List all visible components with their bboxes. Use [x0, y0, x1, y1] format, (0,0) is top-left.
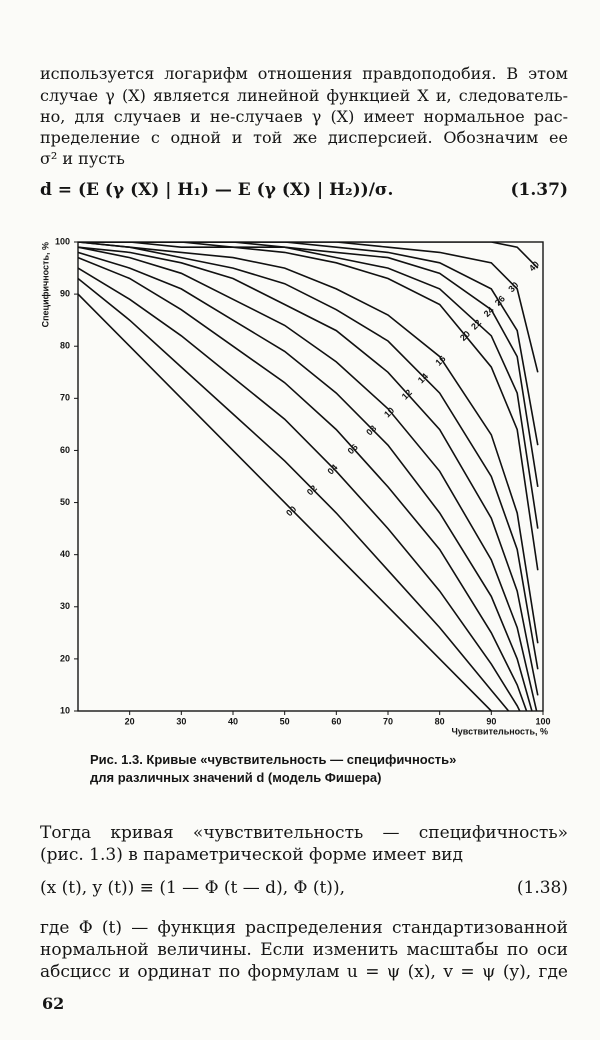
equation-number: (1.38)	[516, 878, 568, 898]
curve-label: 24	[482, 305, 496, 319]
curve	[78, 242, 539, 529]
curve-label: 12	[400, 387, 414, 401]
equation: (x (t), y (t)) ≡ (1 — Φ (t — d), Φ (t)),…	[40, 878, 568, 898]
equation: d = (E (γ (X) | H₁) — E (γ (X) | H₂))/σ.…	[40, 180, 568, 200]
curve	[78, 242, 539, 644]
x-tick-label: 70	[383, 716, 393, 726]
y-tick-label: 70	[60, 393, 70, 403]
text-line: где Φ (t) — функция распределения станда…	[40, 918, 568, 938]
curve-label: 04	[325, 462, 339, 476]
text-line: (рис. 1.3) в параметрической форме имеет…	[40, 845, 463, 865]
equation-formula: (x (t), y (t)) ≡ (1 — Φ (t — d), Φ (t)),	[40, 878, 345, 898]
curve-label: 40	[527, 259, 541, 273]
curve	[78, 242, 539, 373]
curve	[78, 251, 533, 711]
curve-label: 20	[458, 329, 472, 343]
y-tick-label: 10	[60, 705, 70, 715]
y-tick-label: 50	[60, 497, 70, 507]
y-tick-label: 30	[60, 601, 70, 611]
page-number: 62	[42, 994, 65, 1013]
x-tick-label: 20	[125, 716, 135, 726]
curve	[78, 242, 539, 269]
curve-label: 30	[506, 280, 520, 294]
curves	[78, 242, 539, 711]
text-line: случае γ (X) является линейной функцией …	[40, 86, 568, 105]
y-tick-label: 80	[60, 341, 70, 351]
curve	[78, 246, 539, 696]
curve	[78, 267, 521, 711]
curve-label: 14	[416, 371, 430, 385]
y-axis-label: Специфичность, %	[40, 242, 50, 327]
text-line: но, для случаев и не-случаев γ (X) имеет…	[40, 107, 568, 126]
text-line: нормальной величины. Если изменить масшт…	[40, 940, 568, 960]
x-tick-label: 90	[486, 716, 496, 726]
caption-line: для различных значений d (модель Фишера)	[90, 770, 382, 785]
chart: Специфичность, % Чувствительность, % 10 2…	[40, 236, 550, 736]
y-tick-label: 100	[55, 236, 70, 246]
text-line: Тогда кривая «чувствительность — специфи…	[40, 823, 568, 843]
x-tick-label: 50	[280, 716, 290, 726]
y-tick-label: 60	[60, 445, 70, 455]
x-tick-label: 80	[435, 716, 445, 726]
x-tick-label: 40	[228, 716, 238, 726]
y-tick-label: 90	[60, 288, 70, 298]
curve	[78, 246, 538, 711]
curve	[78, 242, 539, 446]
text-line: σ² и пусть	[40, 149, 125, 168]
equation-formula: d = (E (γ (X) | H₁) — E (γ (X) | H₂))/σ.	[40, 180, 394, 200]
x-axis-label: Чувствительность, %	[451, 726, 548, 736]
curve-label: 08	[364, 423, 378, 437]
x-tick-label: 100	[535, 716, 550, 726]
text-line: используется логарифм отношения правдопо…	[40, 64, 568, 83]
text-line: абсцисс и ординат по формулам u = ψ (x),…	[40, 962, 568, 982]
curve	[78, 242, 539, 488]
curve	[78, 242, 539, 670]
caption-line: Рис. 1.3. Кривые «чувствительность — спе…	[90, 752, 457, 767]
curve-label: 10	[382, 405, 396, 419]
curve	[78, 277, 510, 711]
y-tick-label: 20	[60, 653, 70, 663]
curve	[78, 293, 493, 711]
y-tick-label: 40	[60, 549, 70, 559]
curve	[78, 256, 528, 711]
x-tick-label: 30	[176, 716, 186, 726]
curve-label: 22	[469, 318, 483, 332]
curve	[78, 242, 539, 571]
curve-label: 00	[284, 504, 298, 518]
text-line: пределение с одной и той же дисперсией. …	[40, 128, 568, 147]
equation-number: (1.37)	[510, 180, 569, 200]
curve-label: 02	[305, 483, 319, 497]
x-tick-label: 60	[331, 716, 341, 726]
curve-label: 06	[346, 442, 360, 456]
